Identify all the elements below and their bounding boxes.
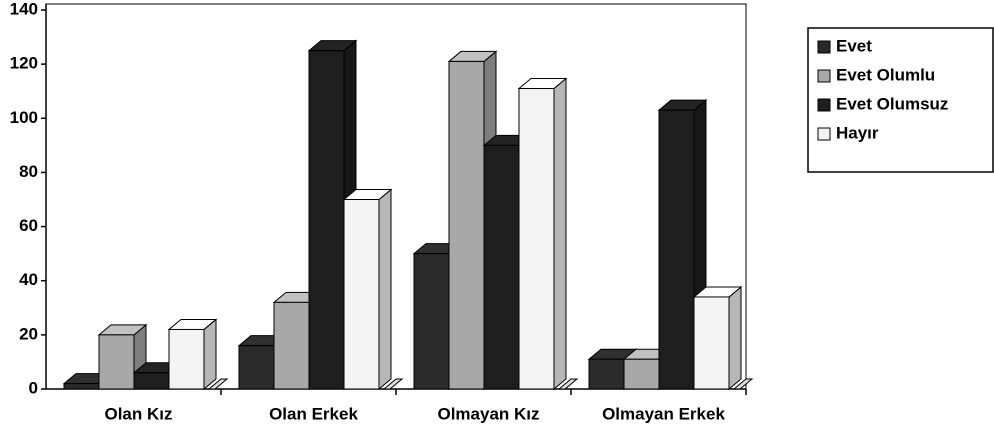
legend-swatch bbox=[817, 127, 831, 141]
bar bbox=[448, 60, 485, 390]
floor bbox=[732, 378, 754, 390]
floor bbox=[382, 378, 404, 390]
x-tick-label: Olan Kız bbox=[104, 404, 172, 423]
y-tick-label: 140 bbox=[10, 0, 38, 18]
legend-swatch bbox=[817, 69, 831, 83]
bar bbox=[623, 358, 660, 390]
bar-side bbox=[553, 77, 567, 391]
y-tick-label: 20 bbox=[19, 324, 38, 343]
bar bbox=[413, 253, 450, 390]
legend-swatch bbox=[817, 40, 831, 54]
bar-side bbox=[203, 318, 217, 391]
y-tick-label: 120 bbox=[10, 54, 38, 73]
plot-frame bbox=[45, 3, 747, 390]
y-tick-label: 60 bbox=[19, 216, 38, 235]
bar bbox=[98, 334, 135, 390]
floor bbox=[207, 378, 229, 390]
bar bbox=[693, 296, 730, 390]
legend-label: Evet Olumsuz bbox=[836, 94, 948, 113]
x-tick-label: Olan Erkek bbox=[269, 404, 358, 423]
y-tick-label: 0 bbox=[29, 378, 38, 397]
bar bbox=[238, 345, 275, 390]
bar-side bbox=[378, 188, 392, 391]
legend-label: Evet bbox=[836, 36, 872, 55]
bar bbox=[343, 199, 380, 390]
bar bbox=[658, 109, 695, 390]
legend-swatch bbox=[817, 98, 831, 112]
x-tick-label: Olmayan Erkek bbox=[602, 404, 725, 423]
y-tick-label: 40 bbox=[19, 270, 38, 289]
bar bbox=[133, 372, 170, 390]
y-tick-label: 100 bbox=[10, 108, 38, 127]
legend-label: Evet Olumlu bbox=[836, 65, 935, 84]
x-tick-label: Olmayan Kız bbox=[437, 404, 539, 423]
bar bbox=[483, 144, 520, 390]
bar bbox=[588, 358, 625, 390]
bar bbox=[63, 383, 100, 390]
bar-side bbox=[728, 285, 742, 391]
bar bbox=[518, 88, 555, 390]
legend-label: Hayır bbox=[836, 123, 879, 142]
bar bbox=[168, 328, 205, 390]
y-tick-label: 80 bbox=[19, 162, 38, 181]
legend-box bbox=[807, 27, 994, 173]
floor bbox=[557, 378, 579, 390]
bar bbox=[273, 301, 310, 390]
bar bbox=[308, 50, 345, 390]
